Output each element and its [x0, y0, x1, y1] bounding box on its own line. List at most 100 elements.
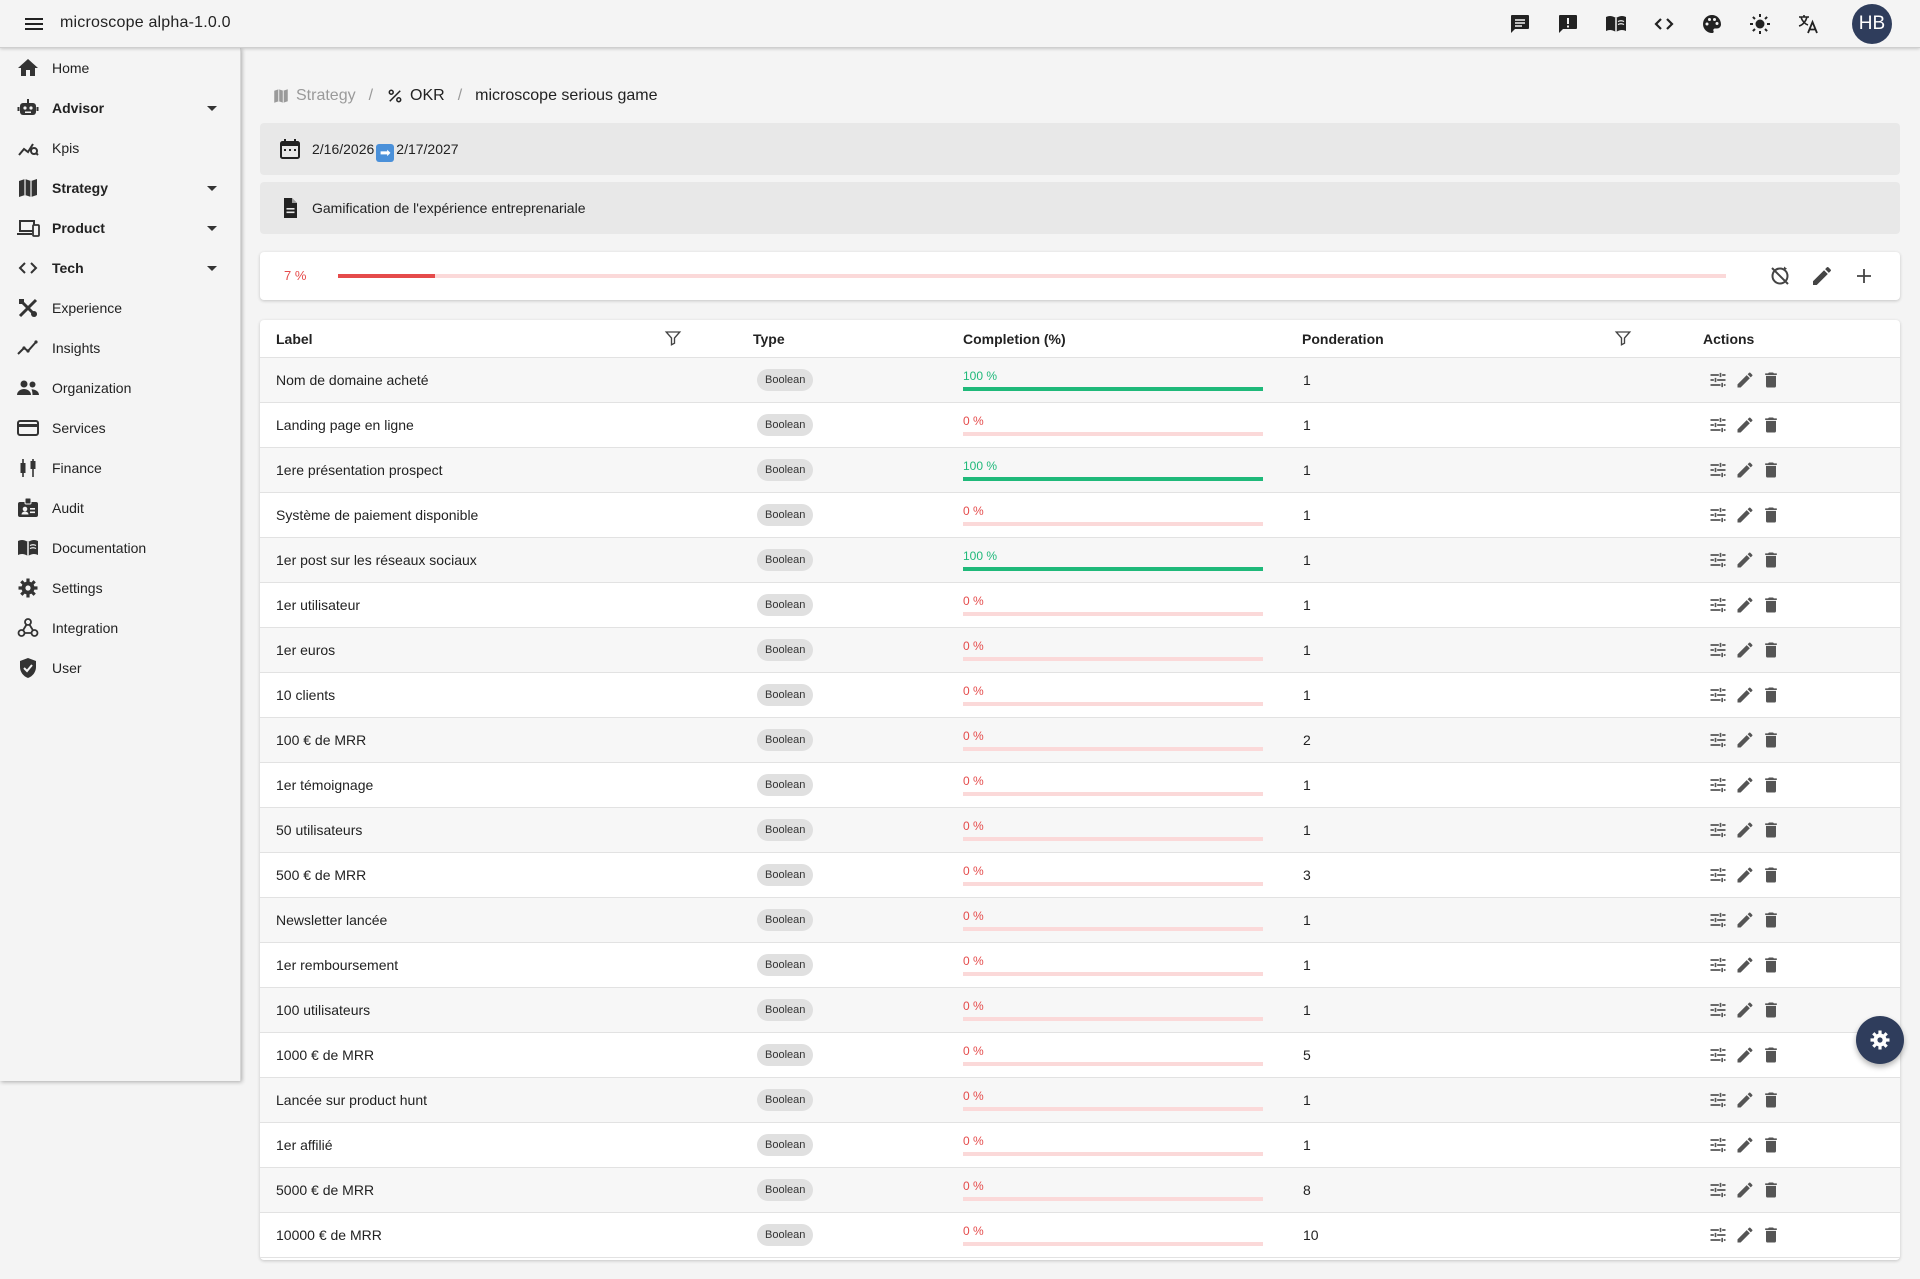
edit-icon[interactable] — [1735, 370, 1755, 390]
tune-icon[interactable] — [1708, 1090, 1728, 1110]
menu-icon[interactable] — [22, 12, 46, 36]
tune-icon[interactable] — [1708, 595, 1728, 615]
sidebar-item-settings[interactable]: Settings — [0, 568, 241, 608]
sidebar-item-kpis[interactable]: Kpis — [0, 128, 241, 168]
filter-icon[interactable] — [1614, 329, 1632, 347]
table-row[interactable]: 1er euros Boolean 0 % 1 — [260, 628, 1900, 673]
edit-icon[interactable] — [1735, 460, 1755, 480]
breadcrumb-okr[interactable]: OKR — [386, 87, 445, 105]
delete-icon[interactable] — [1761, 730, 1781, 750]
edit-icon[interactable] — [1735, 1090, 1755, 1110]
delete-icon[interactable] — [1761, 1225, 1781, 1245]
breadcrumb-strategy[interactable]: Strategy — [272, 87, 356, 105]
sidebar-item-product[interactable]: Product — [0, 208, 241, 248]
sidebar-item-experience[interactable]: Experience — [0, 288, 241, 328]
column-header-completion[interactable]: Completion (%) — [963, 331, 1066, 347]
column-header-type[interactable]: Type — [753, 331, 785, 347]
edit-icon[interactable] — [1735, 505, 1755, 525]
column-header-ponderation[interactable]: Ponderation — [1302, 331, 1384, 347]
edit-icon[interactable] — [1735, 865, 1755, 885]
delete-icon[interactable] — [1761, 955, 1781, 975]
feedback-icon[interactable] — [1556, 12, 1580, 36]
docs-book-icon[interactable] — [1604, 12, 1628, 36]
edit-icon[interactable] — [1735, 415, 1755, 435]
table-row[interactable]: 1er témoignage Boolean 0 % 1 — [260, 763, 1900, 808]
table-row[interactable]: 500 € de MRR Boolean 0 % 3 — [260, 853, 1900, 898]
sidebar-item-tech[interactable]: Tech — [0, 248, 241, 288]
edit-icon[interactable] — [1735, 910, 1755, 930]
table-row[interactable]: 1ere présentation prospect Boolean 100 % 1 — [260, 448, 1900, 493]
sidebar-item-strategy[interactable]: Strategy — [0, 168, 241, 208]
edit-icon[interactable] — [1735, 685, 1755, 705]
table-row[interactable]: 1er post sur les réseaux sociaux Boolean 1… — [260, 538, 1900, 583]
filter-icon[interactable] — [664, 329, 682, 347]
column-header-label[interactable]: Label — [276, 331, 313, 347]
tune-icon[interactable] — [1708, 1180, 1728, 1200]
table-row[interactable]: Système de paiement disponible Boolean 0 %… — [260, 493, 1900, 538]
tune-icon[interactable] — [1708, 955, 1728, 975]
table-row[interactable]: 1000 € de MRR Boolean 0 % 5 — [260, 1033, 1900, 1078]
tune-icon[interactable] — [1708, 1225, 1728, 1245]
code-icon[interactable] — [1652, 12, 1676, 36]
sidebar-item-services[interactable]: Services — [0, 408, 241, 448]
delete-icon[interactable] — [1761, 595, 1781, 615]
delete-icon[interactable] — [1761, 685, 1781, 705]
table-row[interactable]: 1er affilié Boolean 0 % 1 — [260, 1123, 1900, 1168]
delete-icon[interactable] — [1761, 550, 1781, 570]
delete-icon[interactable] — [1761, 1090, 1781, 1110]
edit-icon[interactable] — [1735, 550, 1755, 570]
edit-icon[interactable] — [1735, 640, 1755, 660]
delete-icon[interactable] — [1761, 505, 1781, 525]
table-row[interactable]: 100 € de MRR Boolean 0 % 2 — [260, 718, 1900, 763]
sidebar-item-documentation[interactable]: Documentation — [0, 528, 241, 568]
sidebar-item-advisor[interactable]: Advisor — [0, 88, 241, 128]
sidebar-item-user[interactable]: User — [0, 648, 241, 688]
tune-icon[interactable] — [1708, 370, 1728, 390]
translate-icon[interactable] — [1796, 12, 1820, 36]
add-icon[interactable] — [1852, 264, 1876, 288]
delete-icon[interactable] — [1761, 415, 1781, 435]
delete-icon[interactable] — [1761, 820, 1781, 840]
tune-icon[interactable] — [1708, 1000, 1728, 1020]
sync-disabled-icon[interactable] — [1768, 264, 1792, 288]
table-row[interactable]: 100 utilisateurs Boolean 0 % 1 — [260, 988, 1900, 1033]
settings-fab-button[interactable] — [1856, 1016, 1904, 1064]
tune-icon[interactable] — [1708, 865, 1728, 885]
edit-icon[interactable] — [1735, 730, 1755, 750]
user-avatar[interactable]: HB — [1852, 4, 1892, 44]
edit-icon[interactable] — [1735, 595, 1755, 615]
table-row[interactable]: 10000 € de MRR Boolean 0 % 10 — [260, 1213, 1900, 1258]
delete-icon[interactable] — [1761, 1000, 1781, 1020]
table-row[interactable]: Nom de domaine acheté Boolean 100 % 1 — [260, 358, 1900, 403]
table-row[interactable]: 50 utilisateurs Boolean 0 % 1 — [260, 808, 1900, 853]
edit-icon[interactable] — [1735, 1000, 1755, 1020]
tune-icon[interactable] — [1708, 820, 1728, 840]
table-row[interactable]: 1er remboursement Boolean 0 % 1 — [260, 943, 1900, 988]
tune-icon[interactable] — [1708, 640, 1728, 660]
delete-icon[interactable] — [1761, 1180, 1781, 1200]
tune-icon[interactable] — [1708, 415, 1728, 435]
sidebar-item-organization[interactable]: Organization — [0, 368, 241, 408]
edit-icon[interactable] — [1735, 1045, 1755, 1065]
edit-icon[interactable] — [1735, 1135, 1755, 1155]
edit-icon[interactable] — [1735, 955, 1755, 975]
delete-icon[interactable] — [1761, 640, 1781, 660]
table-row[interactable]: Newsletter lancée Boolean 0 % 1 — [260, 898, 1900, 943]
tune-icon[interactable] — [1708, 460, 1728, 480]
delete-icon[interactable] — [1761, 865, 1781, 885]
edit-icon[interactable] — [1735, 1180, 1755, 1200]
table-row[interactable]: 1er utilisateur Boolean 0 % 1 — [260, 583, 1900, 628]
edit-icon[interactable] — [1735, 1225, 1755, 1245]
table-row[interactable]: Lancée sur product hunt Boolean 0 % 1 — [260, 1078, 1900, 1123]
sidebar-item-insights[interactable]: Insights — [0, 328, 241, 368]
sidebar-item-home[interactable]: Home — [0, 48, 241, 88]
tune-icon[interactable] — [1708, 1045, 1728, 1065]
delete-icon[interactable] — [1761, 1045, 1781, 1065]
sidebar-item-integration[interactable]: Integration — [0, 608, 241, 648]
tune-icon[interactable] — [1708, 910, 1728, 930]
edit-icon[interactable] — [1735, 775, 1755, 795]
delete-icon[interactable] — [1761, 460, 1781, 480]
tune-icon[interactable] — [1708, 505, 1728, 525]
edit-icon[interactable] — [1810, 264, 1834, 288]
sidebar-item-finance[interactable]: Finance — [0, 448, 241, 488]
